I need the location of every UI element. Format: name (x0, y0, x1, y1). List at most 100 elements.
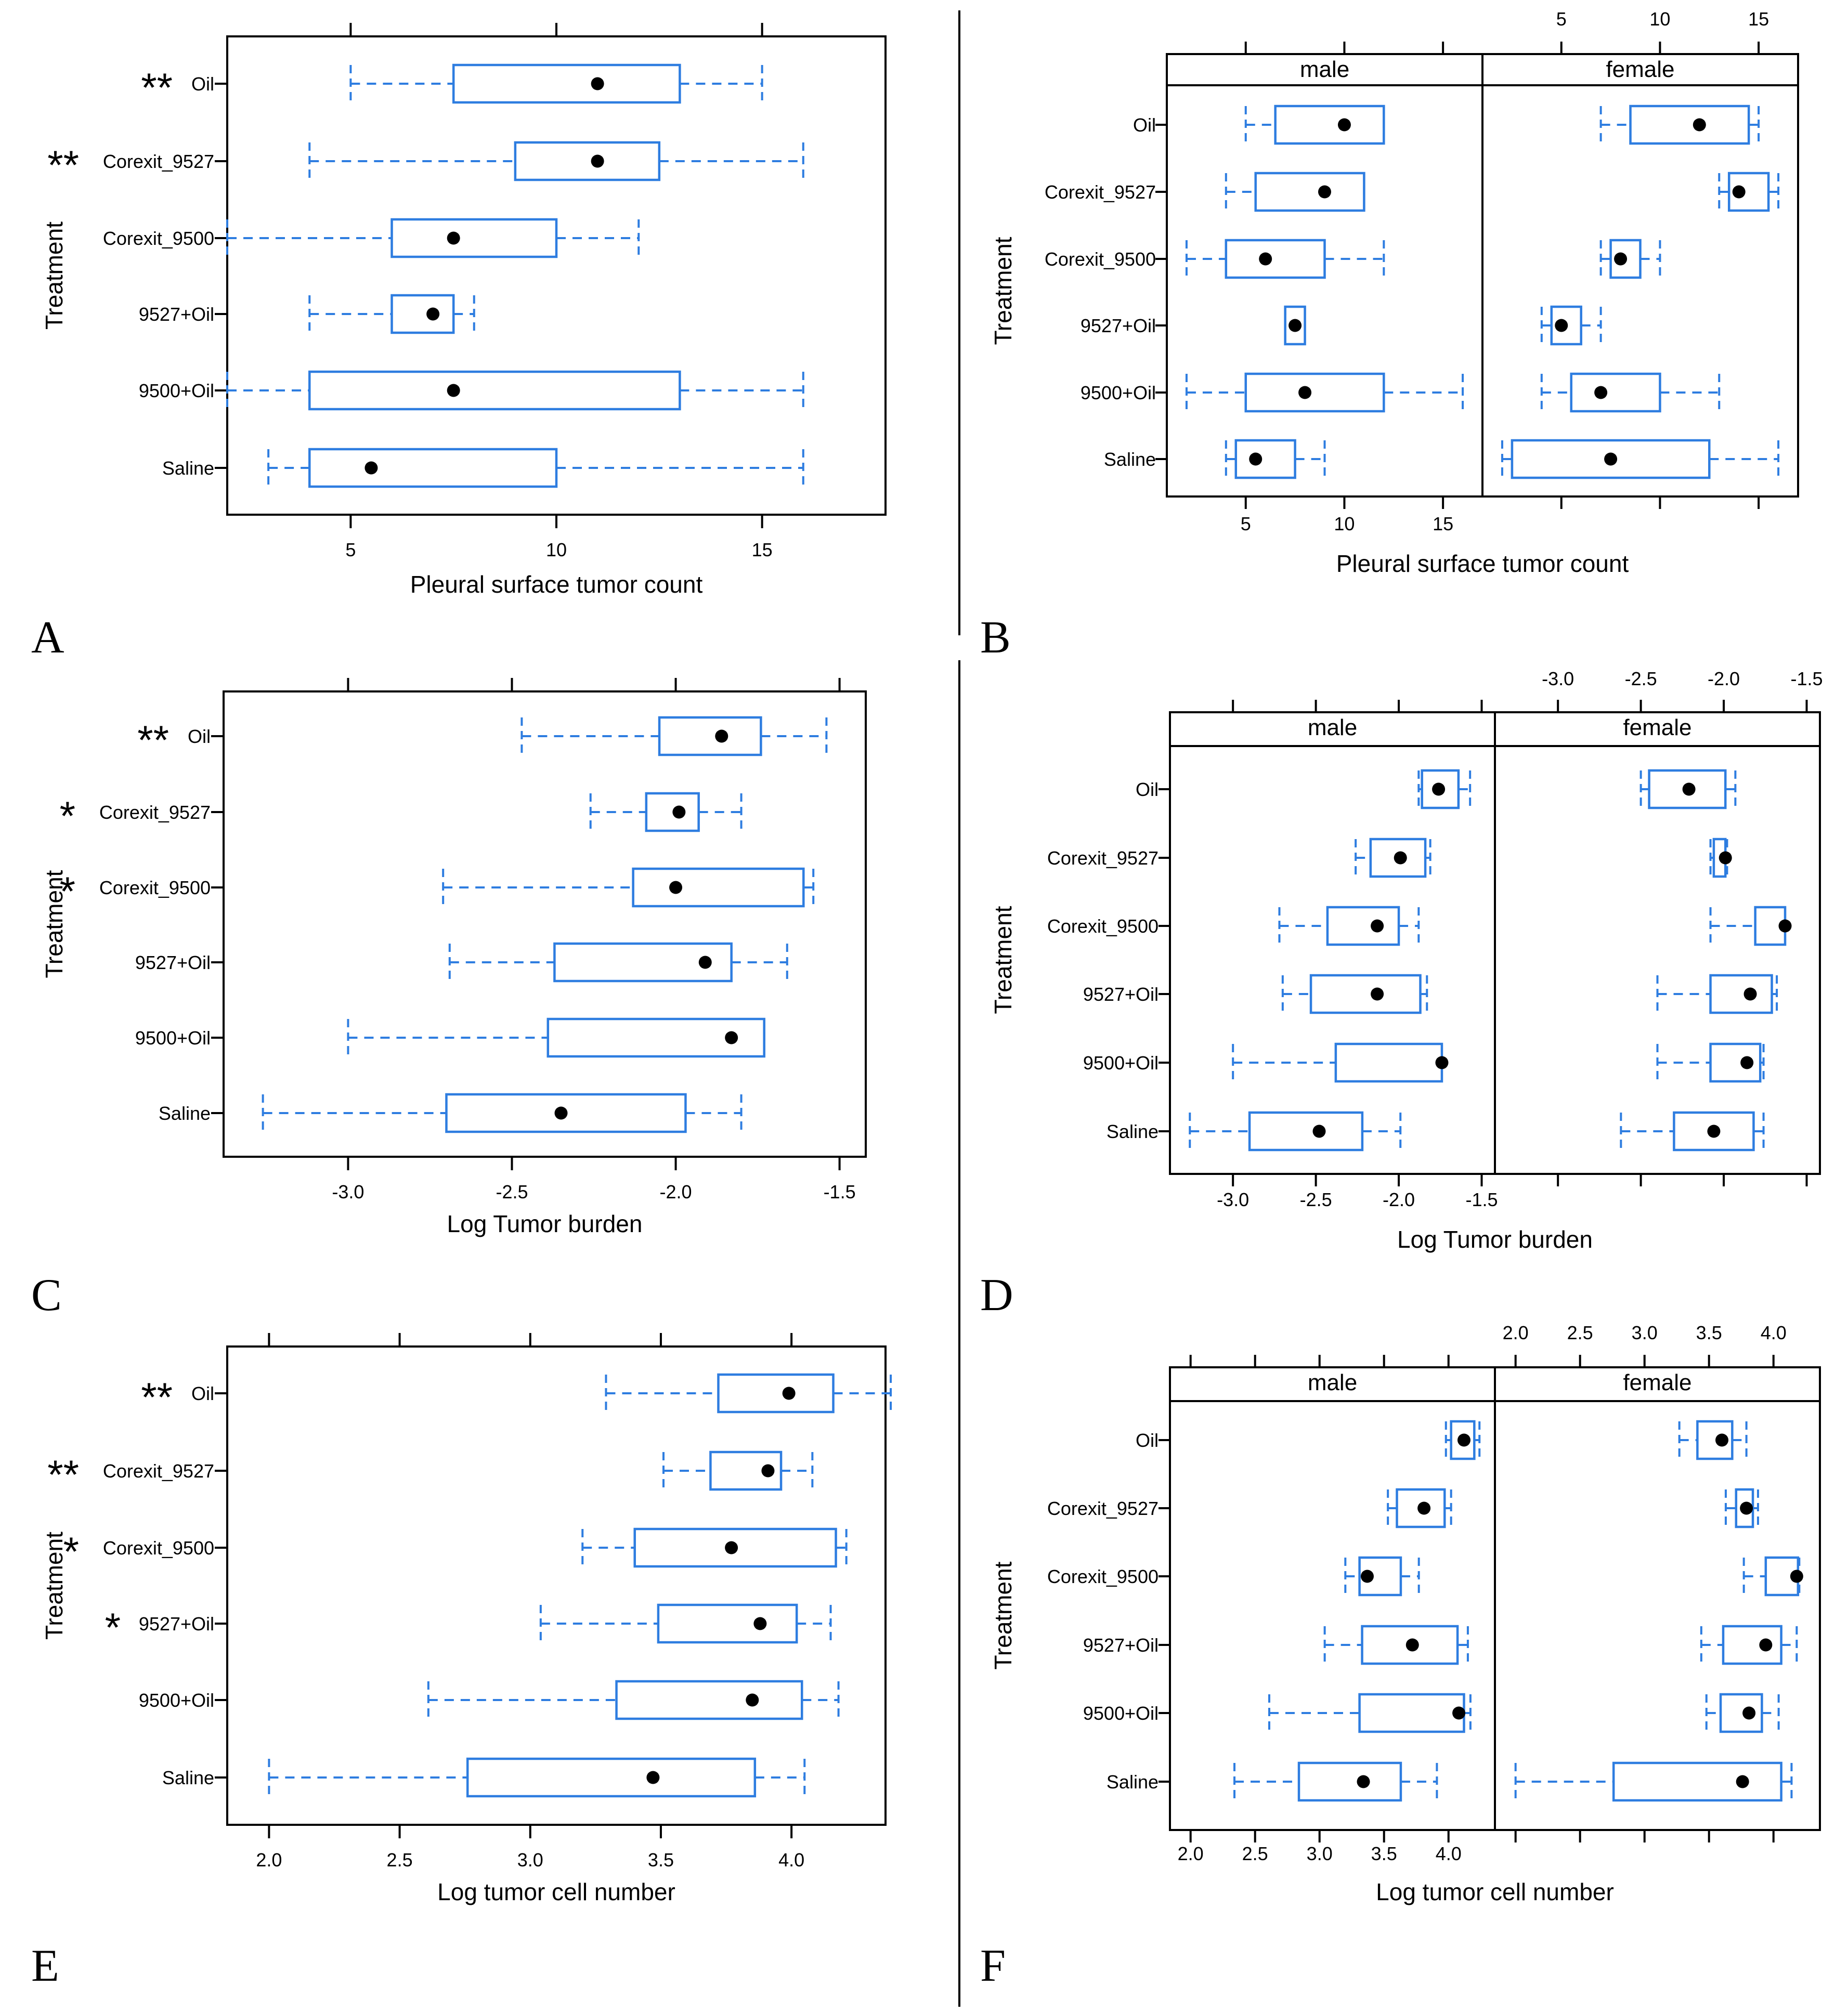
row-2-female-median-point (1614, 252, 1628, 266)
significance-marker: ** (47, 1452, 79, 1497)
x-tick-label: -1.5 (824, 1181, 856, 1202)
x-tick-label-bottom: 2.5 (1242, 1843, 1268, 1864)
category-label: Oil (191, 73, 214, 95)
category-label: Saline (162, 1767, 214, 1788)
category-label: 9527+Oil (1083, 984, 1159, 1005)
row-4-male-median-point (1435, 1056, 1449, 1069)
row-2-median-point (447, 231, 460, 245)
row-5-box (445, 1093, 687, 1133)
row-0-male-box (1421, 769, 1460, 809)
category-label: 9500+Oil (139, 380, 214, 401)
row-1-male-median-point (1417, 1501, 1431, 1515)
x-tick-label-top: 3.5 (1696, 1322, 1722, 1343)
row-2-male-box (1225, 239, 1326, 279)
category-label: 9500+Oil (1083, 1052, 1159, 1074)
category-label: 9527+Oil (139, 1613, 214, 1635)
x-tick-label: -3.0 (332, 1181, 364, 1202)
row-4-male-box (1334, 1042, 1443, 1083)
panel-e: 2.0 2.5 3.0 3.5 4.0 Log tumor cell number Trea… (31, 1333, 892, 1991)
panel-a: 5 10 15 Pleural surface tumor count Treatmen… (31, 23, 887, 663)
row-4-female-box (1570, 372, 1661, 413)
row-0-female-box (1648, 769, 1727, 809)
category-label: Saline (1107, 1121, 1159, 1142)
row-1-male-median-point (1318, 185, 1331, 199)
row-1-female-median-point (1740, 1501, 1753, 1515)
x-axis-label: Log tumor cell number (1376, 1878, 1614, 1905)
y-axis-label: Treatment (990, 1561, 1017, 1669)
row-5-box (308, 448, 558, 488)
significance-marker: ** (141, 64, 173, 110)
row-2-box (633, 1527, 837, 1568)
panels: 5 10 15 Pleural surface tumor count Treatmen… (31, 8, 1823, 1991)
x-tick-label-bottom: 15 (1433, 513, 1453, 534)
row-4-box (308, 370, 681, 411)
category-label: Corexit_9500 (103, 1537, 214, 1559)
row-4-box (615, 1680, 803, 1720)
significance-marker: ** (141, 1374, 173, 1420)
row-5-female-box (1511, 439, 1711, 479)
row-2-male-median-point (1360, 1570, 1374, 1583)
row-2-box (391, 218, 558, 258)
x-tick-label: 2.0 (256, 1849, 282, 1871)
category-label: Corexit_9527 (99, 802, 211, 823)
x-tick-label: -2.5 (496, 1181, 528, 1202)
panel-f: male female 2.0 2.0 2.5 2.5 3.0 3.0 3.5 3.5 4.0 4.0… (980, 1322, 1821, 1991)
x-axis-label: Log Tumor burden (1397, 1226, 1593, 1253)
significance-marker: * (60, 868, 75, 914)
row-3-median-point (426, 307, 440, 321)
x-tick-label: 3.5 (648, 1849, 674, 1871)
x-tick-label-bottom: 3.0 (1307, 1843, 1333, 1864)
row-0-median-point (591, 77, 604, 90)
row-2-male-median-point (1259, 252, 1272, 266)
x-tick-label-bottom: -1.5 (1465, 1189, 1498, 1210)
row-0-female-median-point (1682, 782, 1696, 796)
row-1-male-box (1396, 1488, 1446, 1528)
row-0-male-box (1450, 1420, 1476, 1460)
row-3-female-box (1709, 974, 1773, 1014)
row-3-male-box (1309, 974, 1422, 1014)
panel-c-frame (223, 690, 867, 1158)
x-tick-label-top: -2.5 (1625, 668, 1657, 689)
category-label: Oil (1133, 114, 1156, 136)
x-tick-label-top: 5 (1556, 8, 1567, 30)
panel-a-frame (226, 35, 887, 516)
category-label: Corexit_9500 (103, 228, 214, 249)
category-label: 9527+Oil (1083, 1635, 1159, 1656)
row-4-male-median-point (1298, 386, 1312, 399)
row-5-median-point (646, 1771, 660, 1784)
x-tick-label: 2.5 (387, 1849, 413, 1871)
category-label: 9527+Oil (139, 304, 214, 325)
row-2-male-box (1326, 906, 1400, 946)
x-tick-label: 10 (546, 539, 567, 560)
strip-label-male: male (1308, 715, 1357, 740)
x-tick-label-bottom: -3.0 (1217, 1189, 1249, 1210)
x-axis-label: Log Tumor burden (447, 1210, 643, 1237)
row-1-male-box (1254, 172, 1365, 212)
y-axis-label: Treatment (41, 870, 68, 978)
category-label: Corexit_9527 (1047, 1498, 1159, 1519)
row-2-median-point (669, 881, 683, 894)
x-tick-label-bottom: 10 (1334, 513, 1355, 534)
x-tick-label: 4.0 (778, 1849, 804, 1871)
row-4-male-box (1358, 1693, 1465, 1733)
x-tick-label-top: 2.5 (1567, 1322, 1593, 1343)
row-4-median-point (746, 1693, 759, 1707)
row-5-male-box (1234, 439, 1296, 479)
row-3-median-point (753, 1617, 767, 1630)
panel-letter: E (31, 1941, 59, 1991)
row-0-female-median-point (1715, 1433, 1729, 1447)
row-1-box (514, 141, 661, 181)
category-label: Corexit_9500 (99, 877, 211, 898)
x-tick-label-top: 4.0 (1761, 1322, 1787, 1343)
category-label: Corexit_9527 (1045, 181, 1156, 203)
category-label: 9500+Oil (1081, 382, 1156, 403)
row-0-female-box (1629, 104, 1750, 145)
significance-marker: ** (137, 717, 169, 763)
row-4-male-median-point (1452, 1706, 1466, 1720)
row-4-female-box (1719, 1693, 1763, 1733)
row-3-female-median-point (1743, 987, 1757, 1001)
row-4-female-median-point (1742, 1706, 1756, 1720)
panel-letter: C (31, 1270, 62, 1321)
row-2-female-box (1609, 239, 1642, 279)
